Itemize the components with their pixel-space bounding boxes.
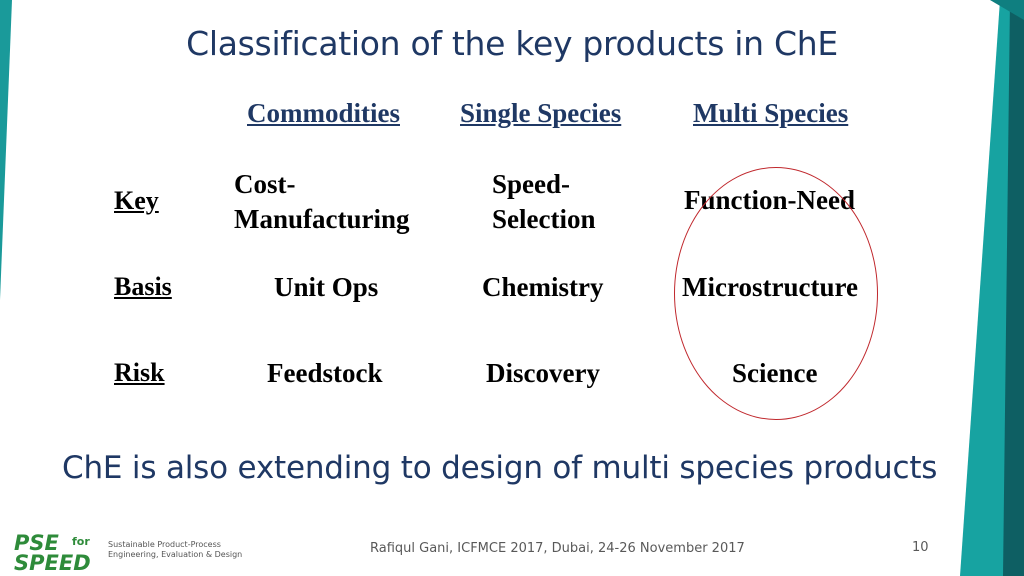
title-suffix: in ChE [724,24,838,63]
column-header-commodities: Commodities [247,98,400,128]
cell-risk-commodities: Feedstock [267,358,383,388]
row-label-risk: Risk [114,358,165,387]
row-label-basis: Basis [114,272,172,301]
cell-line: Cost- [234,169,296,199]
cell-key-commodities: Cost- Manufacturing [234,167,410,237]
logo-subtitle-line: Engineering, Evaluation & Design [108,550,243,559]
cell-line: Speed- [492,169,571,199]
logo-speed-text: SPEED [14,551,91,572]
logo-for-text: for [72,535,90,548]
pse-for-speed-logo: PSE for SPEED [14,531,91,572]
top-right-teal-wedge [990,0,1024,20]
cell-line: Manufacturing [234,204,410,234]
right-dark-band [1003,0,1024,576]
cell-line: Selection [492,204,596,234]
cell-key-single-species: Speed- Selection [492,167,595,237]
logo-subtitle: Sustainable Product-Process Engineering,… [108,540,242,560]
row-label-key: Key [114,186,159,215]
title-highlight: key products [515,24,725,63]
slide-tagline: ChE is also extending to design of multi… [62,450,938,486]
footer-citation: Rafiqul Gani, ICFMCE 2017, Dubai, 24-26 … [370,541,745,556]
page-number: 10 [912,540,929,555]
logo-pse-text: PSE [14,531,60,555]
left-teal-band [0,0,12,300]
cell-basis-commodities: Unit Ops [274,272,379,302]
cell-basis-single-species: Chemistry [482,272,604,302]
column-header-single-species: Single Species [460,98,622,128]
cell-risk-single-species: Discovery [486,358,600,388]
slide-title: Classification of the key products in Ch… [0,24,1024,63]
column-header-multi-species: Multi Species [693,98,849,128]
title-prefix: Classification of the [186,24,516,63]
logo-subtitle-line: Sustainable Product-Process [108,540,221,549]
multi-species-highlight-ellipse [674,167,878,420]
